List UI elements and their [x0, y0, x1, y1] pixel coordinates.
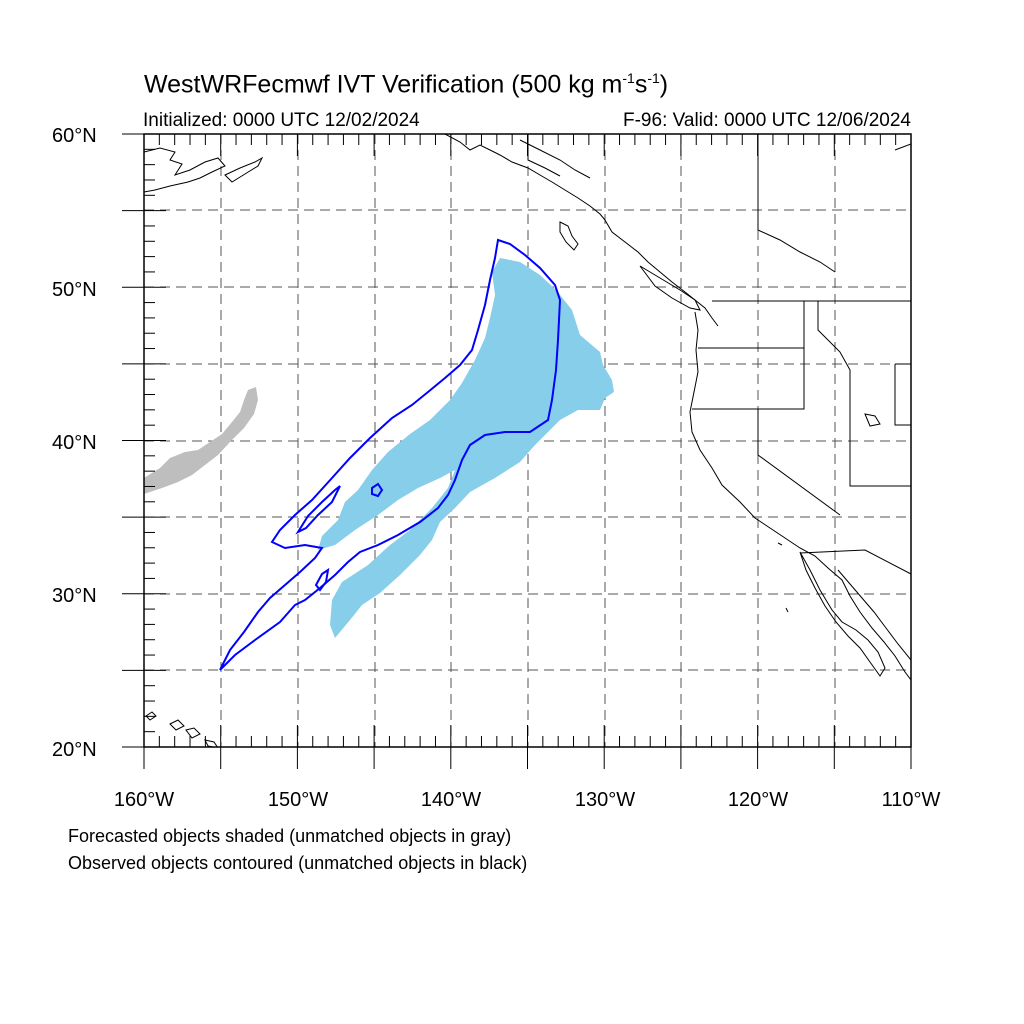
forecast-object-unmatched — [144, 387, 258, 494]
axis-ticks — [122, 133, 912, 769]
lon-label: 160°W — [114, 789, 174, 811]
observed-object-contour — [314, 567, 330, 592]
lat-label: 30°N — [52, 585, 97, 607]
observed-object-contour — [219, 238, 562, 671]
legend-forecast: Forecasted objects shaded (unmatched obj… — [68, 826, 512, 846]
lat-label: 20°N — [52, 739, 97, 761]
forecast-object-matched — [318, 258, 614, 638]
observed-object-contour — [295, 485, 341, 535]
initialized-label: Initialized: 0000 UTC 12/02/2024 — [143, 110, 420, 131]
lon-label: 150°W — [268, 789, 328, 811]
valid-time-label: F-96: Valid: 0000 UTC 12/06/2024 — [623, 110, 911, 131]
lat-label: 60°N — [52, 125, 97, 147]
map-title: WestWRFecmwf IVT Verification (500 kg m-… — [144, 70, 669, 99]
legend-observed: Observed objects contoured (unmatched ob… — [68, 853, 528, 873]
observed-object-contour — [371, 482, 384, 498]
lat-label: 40°N — [52, 432, 97, 454]
lat-label: 50°N — [52, 279, 97, 301]
lon-label: 120°W — [728, 789, 788, 811]
lon-label: 140°W — [421, 789, 481, 811]
coastlines — [144, 134, 911, 747]
lon-label: 130°W — [575, 789, 635, 811]
lon-label: 110°W — [882, 789, 941, 811]
